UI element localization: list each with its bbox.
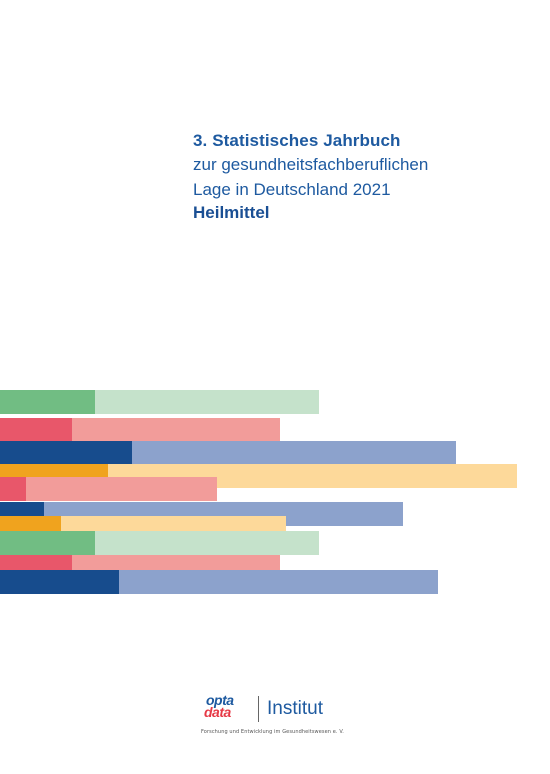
logo-brand-bottom: data: [204, 704, 231, 720]
logo-brand-top: opta: [206, 692, 234, 708]
bar-green-dark: [0, 531, 95, 555]
bar-blue-dark: [0, 570, 119, 594]
bar-blue-light: [132, 441, 456, 465]
bar-green-light: [95, 531, 319, 555]
logo-subtitle: Forschung und Entwicklung im Gesundheits…: [201, 729, 344, 735]
title-line-3: Lage in Deutschland 2021: [193, 180, 391, 199]
logo-divider: [258, 696, 259, 722]
bar-green-dark: [0, 390, 95, 414]
bar-blue-light: [119, 570, 438, 594]
title-line-4: Heilmittel: [193, 203, 270, 222]
bar-blue-dark: [0, 441, 132, 465]
logo: opta data Institut: [202, 692, 323, 724]
bar-red-dark: [0, 477, 26, 501]
title-line-2: zur gesundheitsfachberuflichen: [193, 155, 429, 174]
logo-name: Institut: [267, 698, 323, 719]
bar-red-light: [26, 477, 217, 501]
bar-red-dark: [0, 418, 72, 442]
optadata-logo-mark: opta data: [202, 692, 252, 724]
bar-green-light: [95, 390, 319, 414]
title-line-1: 3. Statistisches Jahrbuch: [193, 131, 401, 150]
bar-red-light: [72, 418, 280, 442]
title-block: 3. Statistisches Jahrbuch zur gesundheit…: [193, 130, 428, 224]
